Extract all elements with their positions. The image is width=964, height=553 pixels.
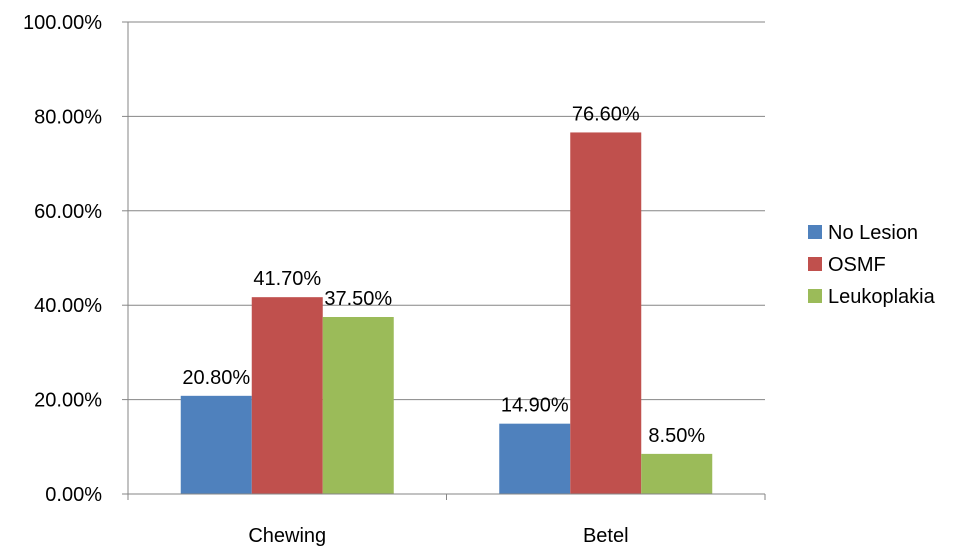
x-tick-label: Chewing	[248, 525, 326, 547]
bar-betel-osmf	[570, 132, 642, 494]
bar-chewing-osmf	[251, 297, 323, 494]
y-tick-label: 20.00%	[34, 390, 102, 412]
legend-label: No Lesion	[828, 222, 918, 244]
x-tick-label: Betel	[583, 525, 629, 547]
data-label: 14.90%	[501, 395, 569, 417]
bar-betel-no-lesion	[499, 423, 571, 494]
data-label: 76.60%	[572, 103, 640, 125]
legend-swatch	[808, 257, 822, 271]
legend-label: Leukoplakia	[828, 286, 936, 308]
legend-swatch	[808, 225, 822, 239]
y-tick-label: 40.00%	[34, 295, 102, 317]
data-label: 8.50%	[648, 425, 705, 447]
y-tick-label: 0.00%	[45, 484, 102, 506]
bar-chewing-no-lesion	[180, 395, 252, 494]
bar-betel-leukoplakia	[641, 453, 713, 494]
data-label: 41.70%	[253, 268, 321, 290]
bar-chewing-leukoplakia	[322, 317, 394, 494]
y-tick-label: 80.00%	[34, 106, 102, 128]
data-label: 20.80%	[182, 367, 250, 389]
y-tick-label: 100.00%	[23, 12, 102, 34]
legend-label: OSMF	[828, 254, 886, 276]
data-label: 37.50%	[324, 288, 392, 310]
y-tick-label: 60.00%	[34, 201, 102, 223]
legend-swatch	[808, 289, 822, 303]
